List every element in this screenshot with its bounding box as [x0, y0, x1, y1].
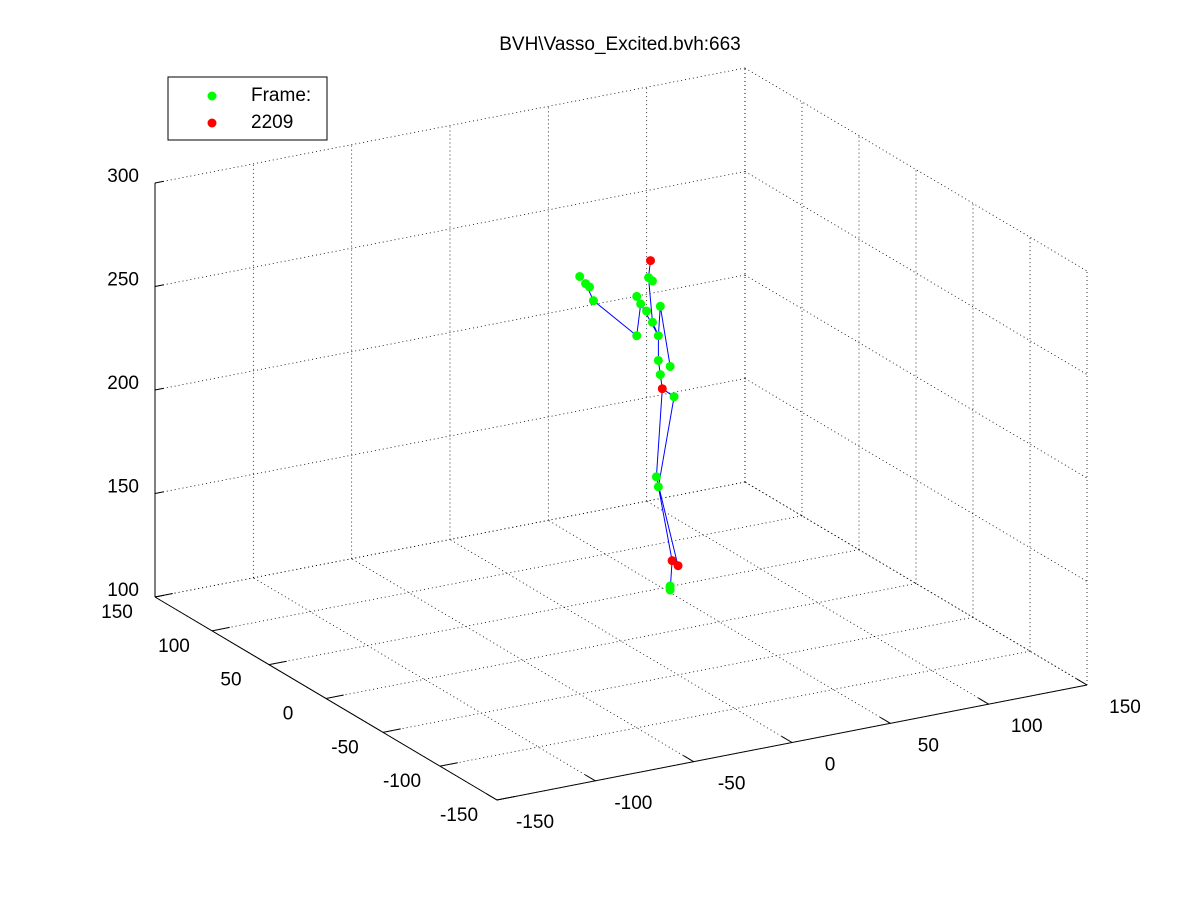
joint-marker: [585, 282, 595, 292]
joint-marker: [632, 291, 642, 301]
grid-line: [211, 515, 803, 632]
z-tick-mark: [154, 491, 164, 494]
x-tick-mark: [584, 774, 596, 782]
joint-marker: [588, 296, 598, 306]
joint-marker: [655, 370, 665, 380]
x-tick-mark: [683, 755, 694, 763]
joint-marker: [653, 355, 663, 365]
grid-line: [268, 549, 860, 666]
joint-marker: [655, 301, 665, 311]
legend: Frame: 2209: [167, 76, 328, 141]
z-tick-mark: [154, 180, 164, 184]
grid-line: [154, 481, 746, 598]
x-tick-label: -150: [516, 812, 554, 833]
grid-line: [154, 171, 746, 287]
joint-marker: [653, 482, 663, 492]
joint-marker: [646, 256, 655, 266]
z-tick-mark: [154, 594, 164, 598]
joint-marker: [665, 581, 675, 591]
x-tick-label: 0: [825, 755, 836, 776]
joint-marker: [651, 472, 661, 482]
x-tick-mark: [781, 735, 793, 743]
z-tick-mark: [154, 284, 164, 287]
grid-line: [439, 650, 1031, 767]
x-tick-mark: [1076, 678, 1088, 686]
y-axis-line: [154, 596, 498, 801]
joint-marker: [575, 271, 585, 281]
grid: [154, 67, 1088, 801]
grid-line: [325, 583, 917, 699]
z-tick-label: 200: [107, 373, 139, 394]
grid-line: [154, 378, 746, 494]
x-tick-label: -100: [614, 793, 652, 814]
z-tick-label: 300: [107, 166, 139, 187]
y-tick-label: 0: [283, 704, 294, 725]
grid-line: [382, 616, 974, 733]
joint-marker: [636, 299, 646, 309]
grid-line: [154, 274, 746, 391]
legend-marker: [207, 91, 217, 101]
joint-marker: [665, 361, 675, 371]
y-tick-label: -100: [383, 771, 421, 792]
chart-title: BVH\Vasso_Excited.bvh:663: [499, 34, 741, 55]
x-tick-mark: [978, 697, 989, 705]
y-tick-mark: [382, 728, 401, 733]
z-tick-mark: [154, 387, 164, 391]
legend-box: [167, 76, 328, 141]
legend-label: Frame:: [251, 85, 311, 106]
joint-marker: [632, 331, 642, 341]
joint-marker: [657, 384, 667, 394]
y-tick-label: -150: [440, 805, 478, 826]
joint-marker: [673, 561, 683, 571]
plot-area: [575, 256, 683, 595]
x-tick-label: 50: [918, 735, 939, 756]
joint-marker: [647, 317, 657, 327]
joint-marker: [642, 306, 652, 316]
x-tick-label: 100: [1011, 716, 1043, 737]
joint-marker: [647, 276, 657, 286]
x-axis-line: [496, 684, 1088, 801]
x-tick-label: 150: [1109, 697, 1141, 718]
y-tick-mark: [268, 660, 287, 666]
joint-marker: [667, 556, 677, 566]
y-tick-label: 100: [158, 636, 190, 657]
y-tick-mark: [439, 762, 458, 767]
x-tick-label: -50: [718, 774, 745, 795]
z-tick-label: 150: [107, 477, 139, 498]
joint-marker: [669, 392, 679, 402]
y-tick-label: 150: [101, 602, 133, 623]
y-tick-label: -50: [331, 737, 358, 758]
z-tick-label: 250: [107, 270, 139, 291]
z-tick-label: 100: [107, 580, 139, 601]
grid-line: [154, 67, 746, 184]
legend-marker: [207, 118, 217, 128]
joint-marker: [653, 331, 663, 341]
y-tick-mark: [211, 626, 230, 632]
axes: -150-100-50050100150-150-100-50050100150…: [101, 166, 1141, 833]
y-tick-mark: [325, 694, 344, 699]
legend-label: 2209: [251, 112, 293, 133]
x-tick-mark: [879, 716, 891, 724]
y-tick-label: 50: [220, 670, 241, 691]
